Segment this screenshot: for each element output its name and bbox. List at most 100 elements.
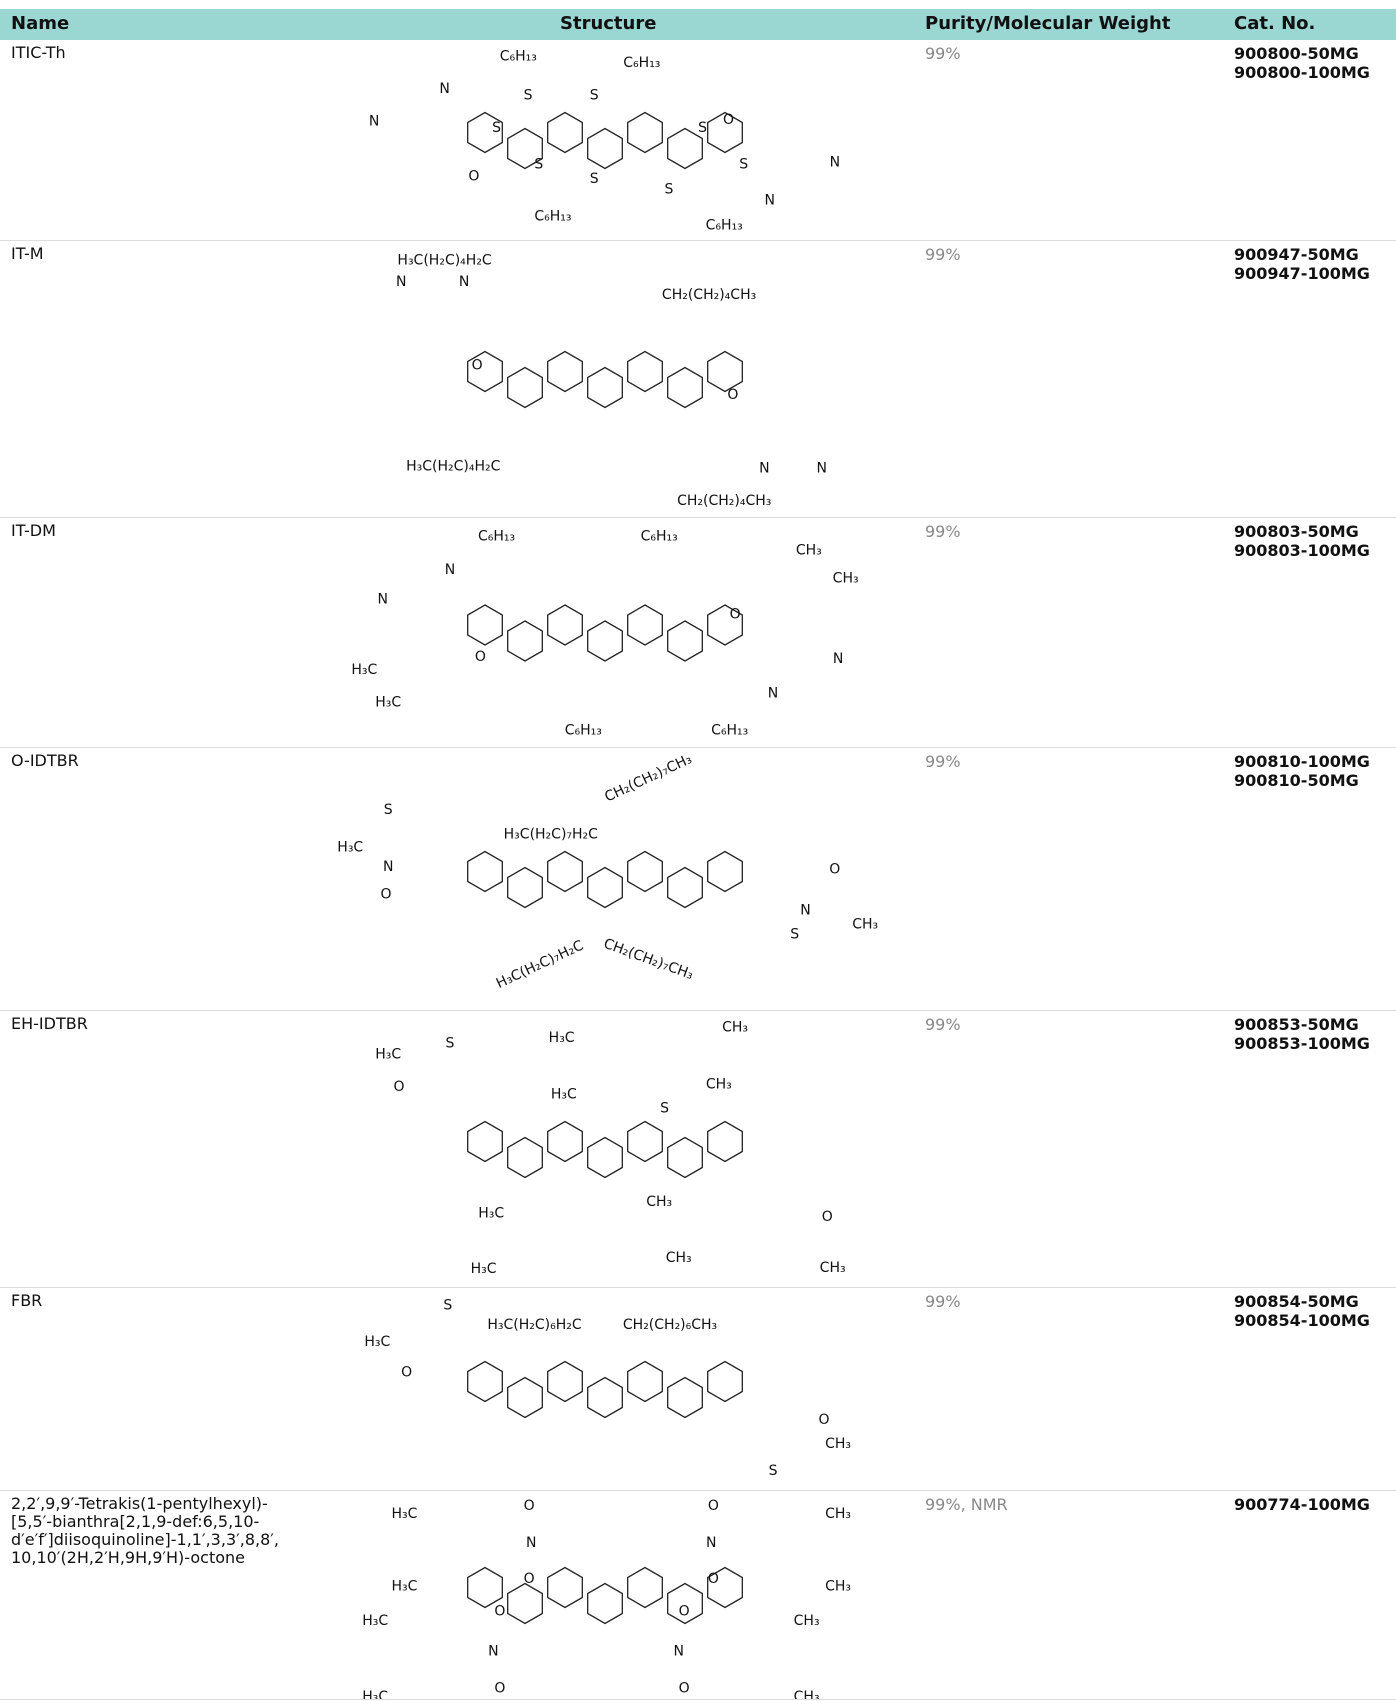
table-row: IT-DM 99% 900803-50MG 900803-100MG C₆H₁₃ C₆H₁… [0, 518, 1396, 748]
purity: 99% [925, 1292, 961, 1311]
structure-drawing: C₆H₁₃ C₆H₁₃ C₆H₁₃ C₆H₁₃ CH₃ CH₃ H₃C H₃C N N N N O O [351, 528, 859, 738]
atom-label: O [679, 1603, 690, 1619]
ring [547, 1566, 583, 1609]
ring [627, 111, 663, 154]
atom-label: H₃C [551, 1086, 577, 1102]
ring [667, 866, 703, 909]
atom-label: C₆H₁₃ [623, 55, 660, 71]
atom-label: H₃C [351, 662, 377, 678]
atom-label: S [665, 182, 674, 198]
cat-no: 900853-100MG [1234, 1034, 1370, 1053]
atom-label: H₃C [375, 694, 401, 710]
atom-label: N [369, 113, 379, 129]
atom-label: O [494, 1680, 505, 1696]
ring [547, 350, 583, 393]
atom-label: CH₃ [852, 917, 878, 933]
header-purity: Purity/Molecular Weight [925, 13, 1171, 34]
ring [627, 604, 663, 646]
ring [507, 620, 543, 662]
ring [507, 1582, 543, 1625]
atom-label: N [833, 651, 843, 667]
cat-no: 900774-100MG [1234, 1495, 1370, 1514]
ring [667, 1582, 703, 1625]
ring [547, 111, 583, 154]
structure-drawing: H₃C CH₃ H₃C CH₃ H₃C CH₃ H₃C CH₃ O O O O N N O O O O N N [362, 1498, 851, 1699]
atom-label: N [383, 859, 393, 875]
cat-no: 900800-50MG [1234, 44, 1359, 63]
atom-label: H₃C(H₂C)₄H₂C [397, 253, 492, 269]
atom-label: H₃C [549, 1030, 575, 1046]
atom-label: H₃C [391, 1506, 417, 1522]
atom-label: S [790, 926, 799, 942]
atom-label: CH₃ [722, 1019, 748, 1035]
ring [587, 620, 623, 662]
cat-no: 900947-50MG [1234, 245, 1359, 264]
table-row: FBR 99% 900854-50MG 900854-100MG H₃C(H₂C)₆H₂… [0, 1288, 1396, 1491]
atom-label: CH₃ [666, 1250, 692, 1266]
atom-label: O [472, 358, 483, 374]
ring [547, 1360, 583, 1403]
atom-label: CH₃ [794, 1613, 820, 1629]
product-name: 2,2′,9,9′-Tetrakis(1-pentylhexyl)-[5,5′-… [11, 1494, 279, 1567]
atom-label: N [378, 591, 388, 607]
ring [547, 850, 583, 893]
ring [467, 1360, 503, 1403]
atom-label: O [494, 1603, 505, 1619]
ring [467, 604, 503, 646]
atom-label: O [723, 112, 734, 128]
cat-no-list: 900774-100MG [1234, 1495, 1370, 1514]
atom-label: C₆H₁₃ [641, 528, 678, 544]
atom-label: CH₂(CH₂)₄CH₃ [677, 493, 771, 509]
atom-label: O [829, 861, 840, 877]
atom-label: O [727, 387, 738, 403]
cat-no-list: 900810-100MG 900810-50MG [1234, 752, 1370, 790]
cat-no: 900803-50MG [1234, 522, 1359, 541]
atom-label: O [708, 1498, 719, 1514]
cat-no-list: 900853-50MG 900853-100MG [1234, 1015, 1370, 1053]
atom-label: CH₃ [833, 571, 859, 587]
atom-label: N [673, 1643, 683, 1659]
purity: 99% [925, 44, 961, 63]
cat-no-list: 900800-50MG 900800-100MG [1234, 44, 1370, 82]
table-row: O-IDTBR 99% 900810-100MG 900810-50MG H₃C(H₂C… [0, 748, 1396, 1011]
atom-label: O [475, 649, 486, 665]
cat-no: 900854-50MG [1234, 1292, 1359, 1311]
ring [587, 1582, 623, 1625]
structure-drawing: H₃C H₃C CH₃ CH₃ H₃C CH₃ H₃C CH₃ H₃C CH₃ O O S S [375, 1019, 846, 1277]
atom-label: O [730, 606, 741, 622]
atom-label: H₃C(H₂C)₇H₂C [504, 827, 599, 843]
ring [507, 1136, 543, 1179]
atom-label: CH₂(CH₂)₄CH₃ [662, 287, 756, 303]
atom-label: CH₃ [820, 1260, 846, 1276]
atom-label: O [401, 1365, 412, 1381]
table-row: EH-IDTBR 99% 900853-50MG 900853-100MG H₃C H₃C… [0, 1011, 1396, 1288]
table-header: Name Structure Purity/Molecular Weight C… [0, 9, 1396, 40]
atom-label: N [445, 562, 455, 578]
atom-label: H₃C(H₂C)₇H₂C [494, 938, 586, 992]
ring [707, 850, 743, 893]
atom-label: S [769, 1463, 778, 1479]
product-name: IT-M [11, 244, 44, 263]
atom-label: CH₃ [825, 1578, 851, 1594]
atom-label: H₃C [391, 1578, 417, 1594]
atom-label: O [524, 1571, 535, 1587]
ring [467, 850, 503, 893]
atom-label: C₆H₁₃ [711, 722, 748, 738]
atom-label: S [524, 87, 533, 103]
header-structure: Structure [560, 13, 657, 34]
atom-label: H₃C [471, 1261, 497, 1277]
cat-no-list: 900854-50MG 900854-100MG [1234, 1292, 1370, 1330]
ring [627, 1566, 663, 1609]
atom-label: O [679, 1680, 690, 1696]
atom-label: N [396, 274, 406, 290]
cat-no: 900810-50MG [1234, 771, 1359, 790]
ring [667, 366, 703, 409]
ring [587, 866, 623, 909]
ring [707, 604, 743, 646]
atom-label: C₆H₁₃ [500, 48, 537, 64]
ring [467, 111, 503, 154]
ring [467, 1566, 503, 1609]
ring [627, 1360, 663, 1403]
product-name: FBR [11, 1291, 43, 1310]
table-row: ITIC-Th 99% 900800-50MG 900800-100MG C₆H₁₃ C₆… [0, 40, 1396, 241]
